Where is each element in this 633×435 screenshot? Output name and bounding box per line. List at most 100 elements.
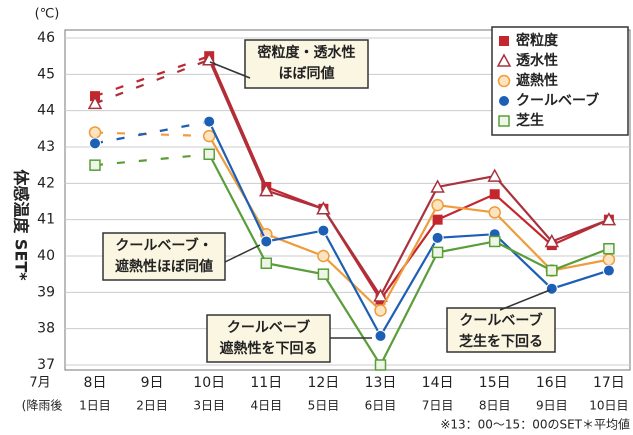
marker xyxy=(316,201,331,215)
marker xyxy=(431,246,444,259)
x-tick-label: 9日 xyxy=(141,375,164,391)
x-prefix: 7月 xyxy=(29,376,50,391)
y-tick-label: 44 xyxy=(37,103,55,119)
x-tick-label: 10日 xyxy=(193,375,225,391)
marker xyxy=(497,74,511,88)
marker xyxy=(430,179,445,193)
arrow xyxy=(224,244,261,263)
gap-bridge xyxy=(94,153,210,167)
day-label: 9日目 xyxy=(536,399,568,413)
marker xyxy=(498,115,510,127)
marker xyxy=(260,235,273,248)
marker xyxy=(488,206,501,219)
marker xyxy=(602,253,616,266)
annotation-text: ほぼ同値 xyxy=(279,65,335,82)
marker xyxy=(602,264,615,277)
legend-box xyxy=(491,26,629,136)
legend-label: 密粒度 xyxy=(515,32,559,49)
legend-label: 芝生 xyxy=(516,112,544,129)
legend-label: クールベーブ xyxy=(516,92,599,109)
marker xyxy=(431,231,444,244)
arrows xyxy=(209,61,551,339)
day-label: 8日目 xyxy=(479,399,511,413)
marker xyxy=(203,148,215,161)
marker xyxy=(373,288,388,302)
marker xyxy=(374,329,387,342)
y-tick-label: 42 xyxy=(37,175,55,191)
marker xyxy=(203,115,216,128)
marker xyxy=(202,129,216,143)
marker xyxy=(374,304,387,317)
day-label: 2日目 xyxy=(136,399,168,413)
annotation-box xyxy=(446,307,556,353)
annotation-text: クールベーブ xyxy=(459,312,542,329)
marker xyxy=(487,168,502,182)
y-tick-label: 38 xyxy=(37,321,55,337)
legend-label: 透水性 xyxy=(516,52,558,69)
series-line xyxy=(208,59,610,299)
day-label: 3日目 xyxy=(193,399,225,413)
day-label: 4日目 xyxy=(250,399,282,413)
x-tick-label: 17日 xyxy=(593,375,625,391)
marker xyxy=(259,183,274,197)
x-tick-label: 14日 xyxy=(422,375,454,391)
marker xyxy=(499,36,509,46)
marker xyxy=(545,282,558,295)
y-tick-label: 45 xyxy=(37,66,55,82)
unit-label: (℃) xyxy=(35,7,60,22)
marker xyxy=(601,212,617,226)
y-tick-label: 39 xyxy=(37,284,55,300)
annotation-text: 遮熱性ほぼ同値 xyxy=(115,258,213,275)
marker xyxy=(89,159,101,171)
x-tick-label: 12日 xyxy=(307,375,339,391)
y-tick-label: 46 xyxy=(37,30,55,46)
y-axis-label: 体感温度 SET* xyxy=(12,169,31,281)
day-label: 7日目 xyxy=(422,399,454,413)
legend-label: 遮熱性 xyxy=(516,72,558,89)
annotation-box xyxy=(102,232,226,281)
marker xyxy=(201,52,217,66)
x-tick-label: 11日 xyxy=(250,375,282,391)
marker xyxy=(546,264,558,277)
marker xyxy=(87,95,103,110)
day-prefix: (降雨後 xyxy=(22,399,63,413)
annotation-box xyxy=(244,39,369,89)
marker xyxy=(374,359,387,371)
day-label: 5日目 xyxy=(308,399,340,413)
y-tick-label: 37 xyxy=(37,357,55,373)
marker xyxy=(89,137,101,150)
x-tick-label: 16日 xyxy=(536,375,568,391)
marker xyxy=(496,53,512,67)
y-tick-label: 41 xyxy=(37,212,55,228)
marker xyxy=(498,95,510,107)
series-line xyxy=(208,121,610,339)
arrow xyxy=(209,61,251,79)
day-label: 6日目 xyxy=(365,399,397,413)
series-line xyxy=(208,153,610,368)
day-label: 10日目 xyxy=(589,399,628,413)
marker xyxy=(431,198,444,212)
y-tick-label: 40 xyxy=(37,248,55,264)
marker xyxy=(544,233,560,248)
x-tick-label: 13日 xyxy=(365,375,397,391)
annotation-text: クールベーブ xyxy=(227,319,310,336)
marker xyxy=(317,249,330,263)
annotation-text: 芝生を下回る xyxy=(459,333,543,350)
y-tick-label: 43 xyxy=(37,139,55,155)
annotation-text: クールベーブ・ xyxy=(115,237,212,254)
x-tick-label: 8日 xyxy=(84,375,107,391)
marker xyxy=(317,224,330,237)
marker xyxy=(488,235,501,248)
marker xyxy=(603,242,615,255)
marker xyxy=(260,257,273,270)
x-tick-label: 15日 xyxy=(479,375,511,391)
arrow xyxy=(499,289,551,311)
note: ※13：00～15：00のSET＊平均値 xyxy=(440,417,630,432)
annotation-box xyxy=(206,314,331,363)
gap-bridge xyxy=(94,131,210,138)
annotation-text: 密粒度・透水性 xyxy=(257,44,356,61)
annotation-text: 遮熱性を下回る xyxy=(220,340,318,357)
marker xyxy=(489,189,500,200)
marker xyxy=(88,126,102,139)
